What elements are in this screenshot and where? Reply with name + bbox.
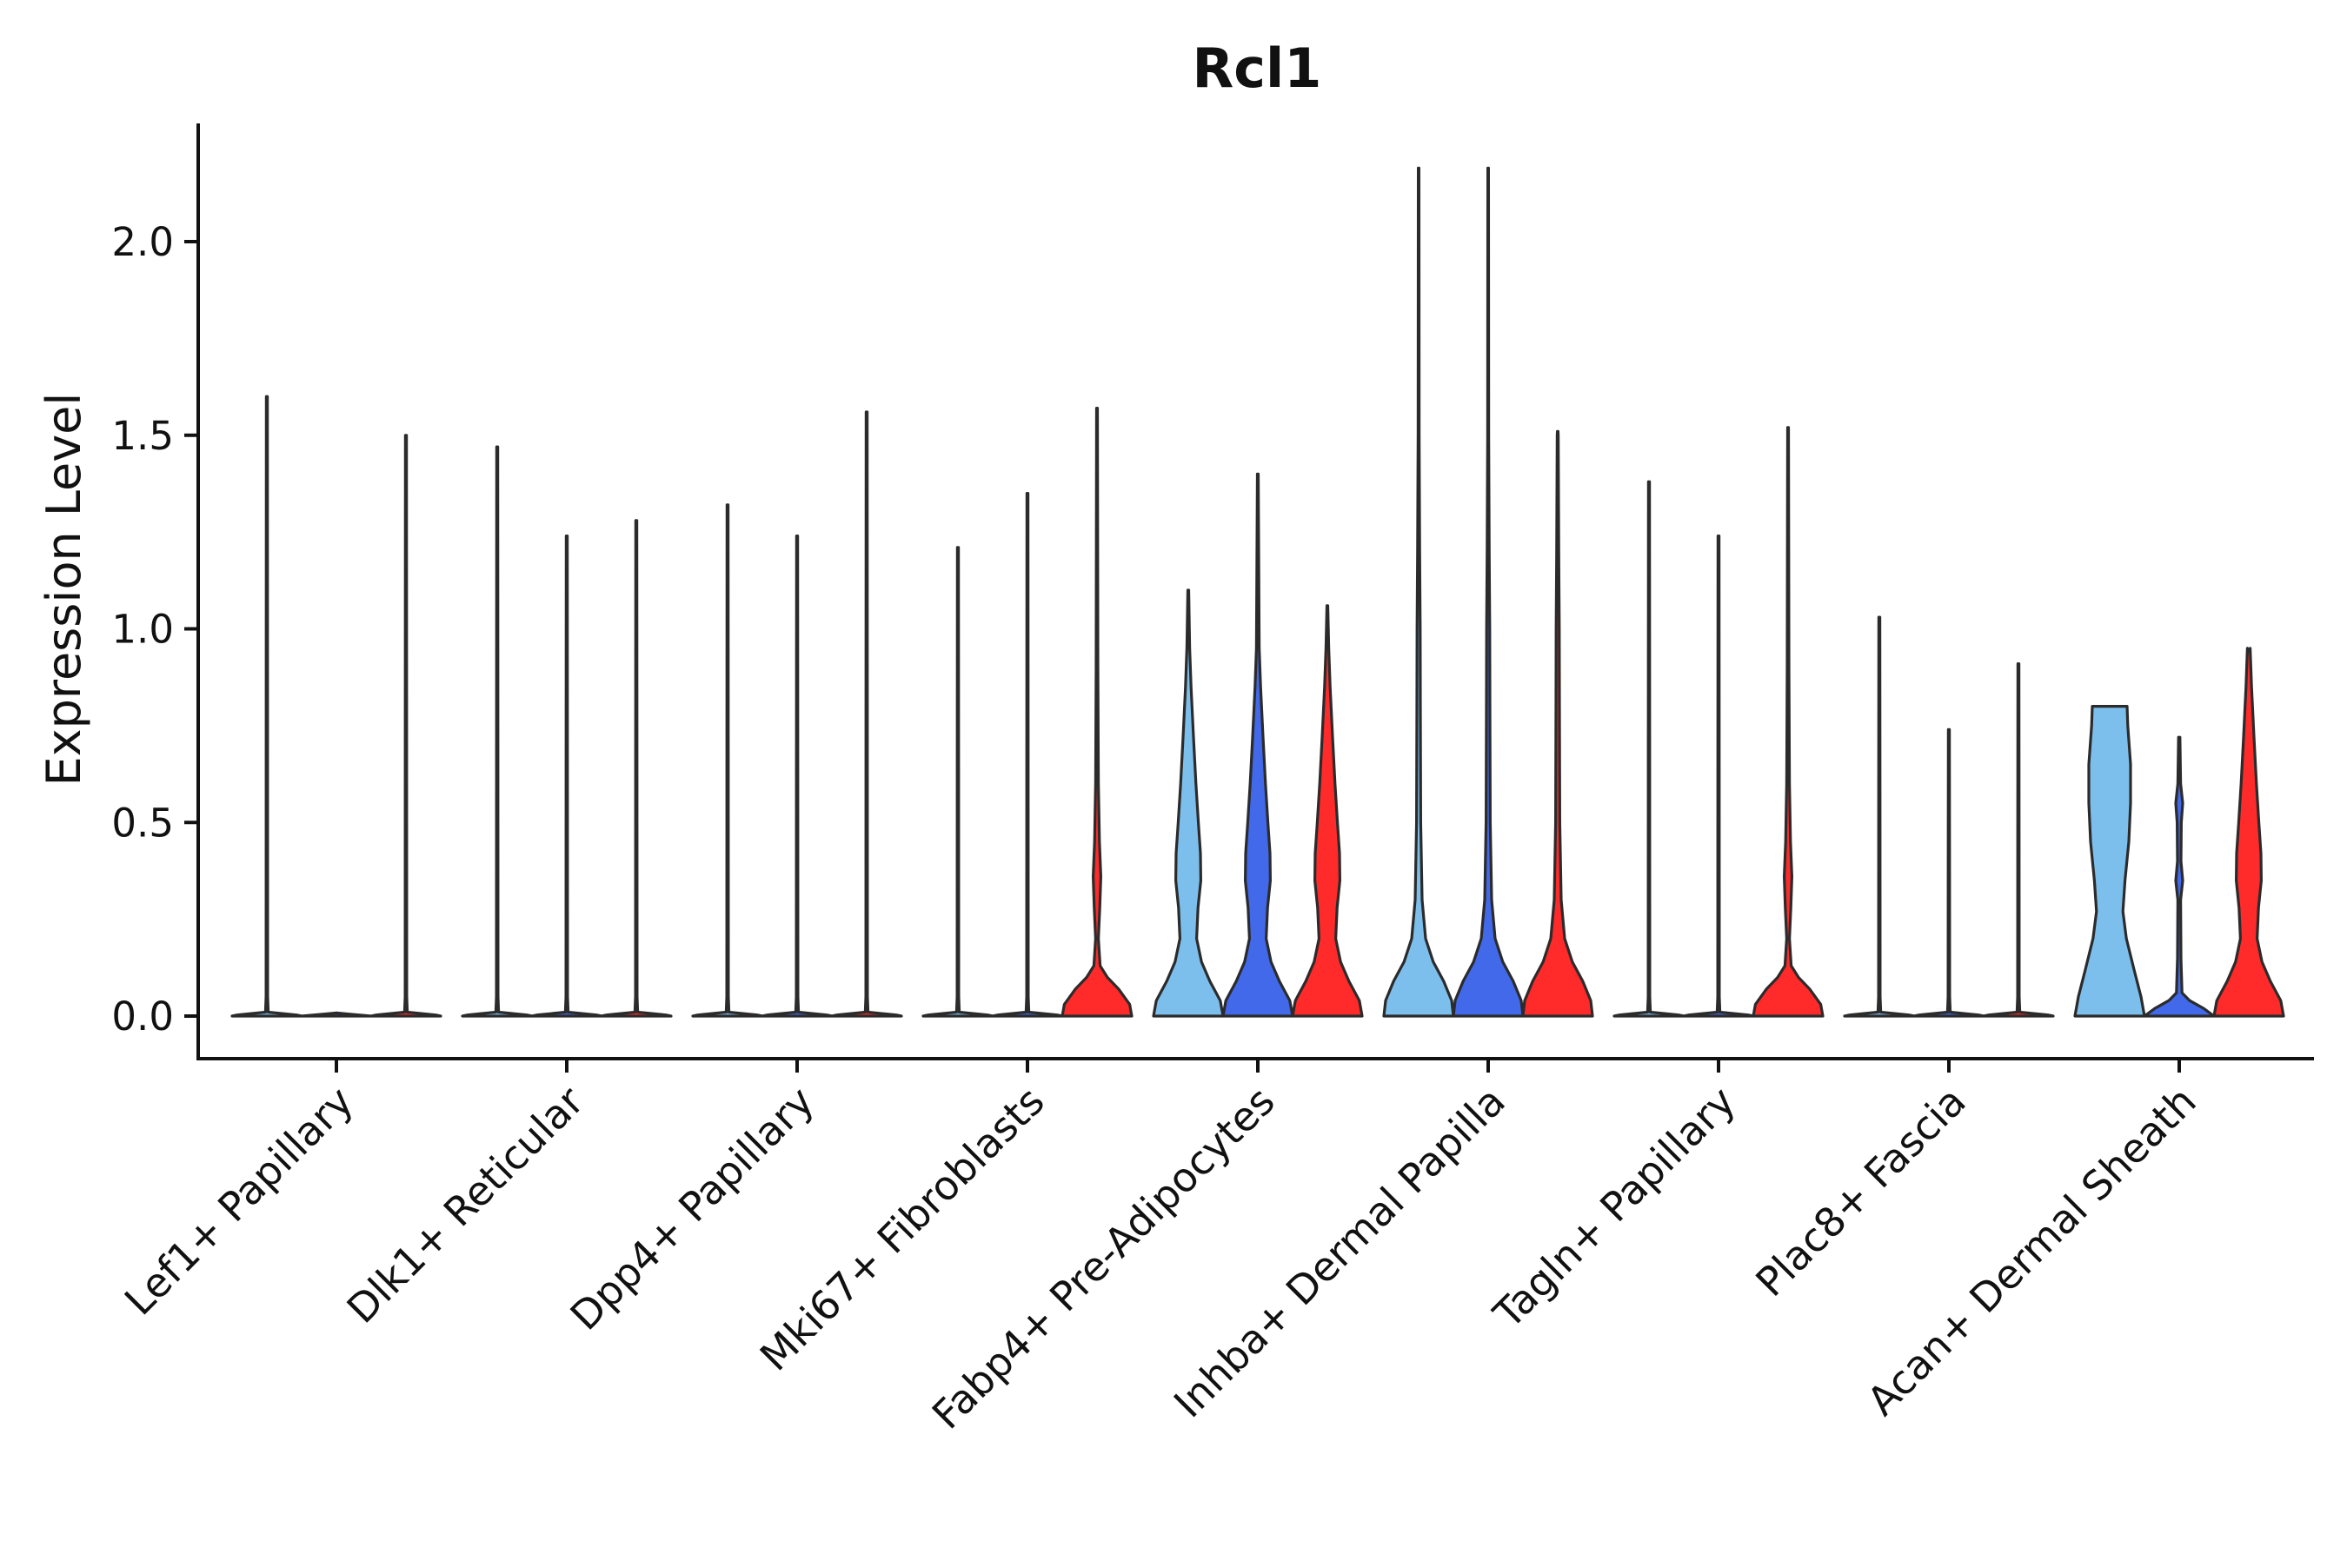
- violin-group-1-5: [1382, 166, 1455, 1018]
- violin-group-1-0: [230, 395, 303, 1018]
- violin-group-3-5: [1521, 429, 1594, 1018]
- violin-group-1-8: [2073, 705, 2146, 1018]
- violin-group-1-6: [1612, 480, 1685, 1018]
- violin-group-2-5: [1452, 166, 1525, 1018]
- violin-group-2-7: [1912, 728, 1985, 1018]
- y-ticks: 0.0 0.5 1.0 1.5 2.0: [111, 219, 198, 1040]
- y-axis-label: Expression Level: [37, 393, 91, 787]
- violin-group-1-1: [461, 445, 534, 1018]
- y-tick-label: 1.5: [111, 413, 174, 459]
- violin-group-3-6: [1752, 426, 1825, 1018]
- x-category-label: Tagln+ Papillary: [1484, 1078, 1745, 1339]
- violin-group: [230, 166, 2285, 1018]
- violin-group-2-2: [761, 535, 834, 1018]
- violin-group-1-4: [1152, 588, 1225, 1018]
- violin-group-2-8: [2143, 735, 2216, 1018]
- x-category-label: Plac8+ Fascia: [1746, 1078, 1974, 1306]
- violin-group-2-1: [530, 535, 603, 1018]
- y-tick-label: 2.0: [111, 219, 174, 265]
- violin-group-2-0: [300, 1011, 373, 1018]
- x-category-label: Lef1+ Papillary: [116, 1078, 362, 1325]
- violin-group-2-6: [1682, 535, 1755, 1018]
- violin-group-3-3: [1060, 407, 1134, 1018]
- violin-group-3-7: [1982, 662, 2055, 1018]
- y-tick-label: 0.0: [111, 993, 174, 1040]
- x-category-label: Dpp4+ Papillary: [562, 1078, 823, 1339]
- chart-title: Rcl1: [1193, 37, 1322, 100]
- violin-group-3-2: [830, 410, 903, 1018]
- violin-group-1-7: [1843, 615, 1916, 1018]
- violin-group-2-4: [1221, 472, 1294, 1018]
- violin-group-1-3: [921, 546, 994, 1018]
- y-tick-label: 1.0: [111, 607, 174, 653]
- violin-group-3-0: [369, 434, 442, 1018]
- violin-group-2-3: [991, 492, 1064, 1018]
- violin-group-3-1: [600, 519, 673, 1018]
- violin-group-1-2: [691, 503, 764, 1018]
- violin-group-3-4: [1291, 604, 1364, 1018]
- violin-group-3-8: [2212, 647, 2285, 1018]
- y-tick-label: 0.5: [111, 800, 174, 846]
- x-category-label: Dlk1+ Reticular: [338, 1078, 593, 1332]
